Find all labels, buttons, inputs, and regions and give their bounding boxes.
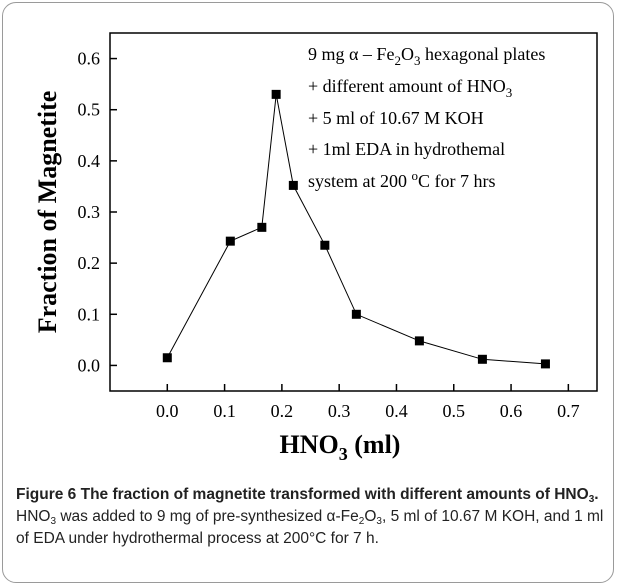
y-axis-title: Fraction of Magnetite (33, 91, 62, 334)
annotation-line-1: 9 mg α – Fe2O3 hexagonal plates (308, 44, 545, 68)
annotation-line-2: + different amount of HNO3 (308, 76, 512, 100)
x-tick-label-0: 0.0 (156, 401, 179, 421)
annotation-box: 9 mg α – Fe2O3 hexagonal plates + differ… (308, 44, 545, 191)
data-point-1 (225, 236, 235, 246)
x-tick-label-6: 0.6 (500, 401, 523, 421)
figure-frame (2, 2, 614, 583)
x-tick-label-1: 0.1 (213, 401, 236, 421)
annotation-line-3: + 5 ml of 10.67 M KOH (308, 108, 484, 128)
y-tick-label-2: 0.2 (78, 253, 101, 273)
data-point-4 (288, 180, 298, 190)
caption-body: HNO3 was added to 9 mg of pre-synthesize… (16, 508, 604, 547)
data-point-9 (540, 359, 550, 369)
x-tick-label-2: 0.2 (271, 401, 294, 421)
annotation-line-5: system at 200 oC for 7 hrs (308, 168, 496, 191)
x-axis-title: HNO3 (ml) (280, 430, 401, 464)
series-line (166, 94, 546, 365)
chart: 0.0 0.1 0.2 0.3 0.4 0.5 0.6 0.7 0.0 0.1 0.2 0.3 0.4… (33, 32, 598, 464)
data-point-7 (414, 336, 424, 346)
annotation-line-4: + 1ml EDA in hydrothemal (308, 139, 505, 159)
data-point-6 (351, 309, 361, 319)
series-markers (162, 89, 550, 369)
x-tick-label-4: 0.4 (385, 401, 408, 421)
x-tick-label-3: 0.3 (328, 401, 351, 421)
axis-ticks (110, 57, 570, 391)
x-tick-labels: 0.0 0.1 0.2 0.3 0.4 0.5 0.6 0.7 (156, 401, 580, 421)
y-tick-label-3: 0.3 (78, 202, 101, 222)
data-point-3 (271, 89, 281, 99)
y-tick-label-0: 0.0 (78, 355, 101, 375)
caption-title: Figure 6 The fraction of magnetite trans… (16, 486, 599, 505)
data-point-2 (257, 222, 267, 232)
data-point-0 (162, 353, 172, 363)
y-tick-labels: 0.0 0.1 0.2 0.3 0.4 0.5 0.6 (78, 49, 101, 376)
y-tick-label-1: 0.1 (78, 304, 101, 324)
y-tick-label-5: 0.5 (78, 100, 101, 120)
x-tick-label-5: 0.5 (443, 401, 466, 421)
data-point-8 (477, 354, 487, 364)
y-tick-label-4: 0.4 (78, 151, 101, 171)
data-point-5 (320, 240, 330, 250)
figure-caption: Figure 6 The fraction of magnetite trans… (16, 484, 608, 550)
x-tick-label-7: 0.7 (557, 401, 580, 421)
y-tick-label-6: 0.6 (78, 49, 101, 69)
